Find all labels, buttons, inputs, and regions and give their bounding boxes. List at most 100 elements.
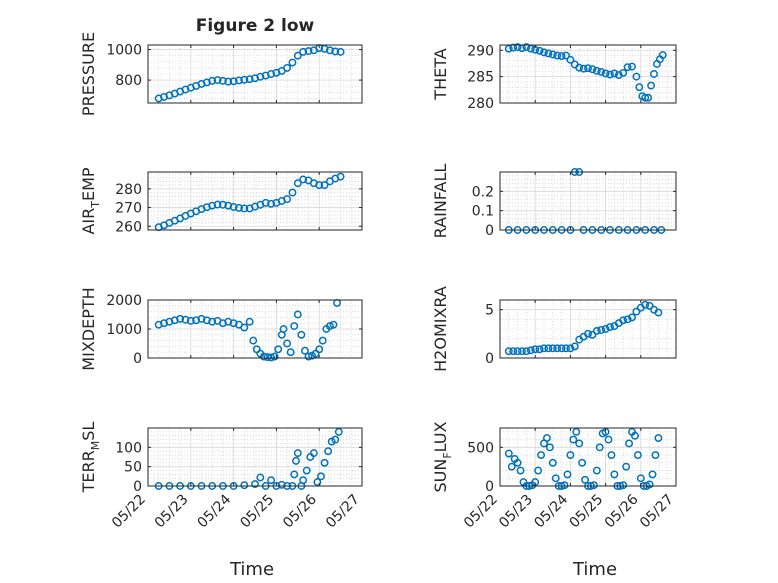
y-axis-label: SUNFLUX [431,421,454,492]
data-point [535,345,544,354]
data-point [601,325,610,333]
data-point [628,62,636,71]
data-point [299,476,308,485]
data-point [610,470,619,479]
data-point [641,93,650,102]
y-tick-label: 0 [485,223,494,239]
data-point [604,435,613,444]
data-point [315,345,324,354]
data-point [288,58,297,67]
data-point [658,51,667,59]
data-point [557,52,566,61]
data-markers [154,44,345,103]
data-point [566,344,575,353]
x-axis-label-right: Time [572,559,617,580]
data-point [270,352,279,361]
data-point [597,67,606,76]
data-point [267,476,275,485]
data-markers [504,427,663,490]
y-axis-label: MIXDEPTH [79,287,98,370]
data-point [283,195,292,204]
subplot-rainfall: 0 0.1 0.2 RAINFALL [431,164,677,239]
data-point [290,322,299,331]
data-point [297,330,306,339]
data-point [299,175,308,184]
data-point [224,77,233,86]
data-point [630,431,639,440]
data-point [507,462,516,471]
data-point [534,466,543,475]
axes-box [147,44,363,104]
data-point [540,48,548,57]
subplot-theta: 280 285 290 THETA [431,43,677,112]
y-axis-label: PRESSURE [79,32,98,116]
data-point [562,344,570,353]
data-point [509,347,518,356]
data-point [654,308,663,317]
data-point [542,434,551,443]
subplot-h2omixra: 0 5 H2OMIXRA [431,286,677,372]
data-point [324,447,333,456]
data-point [560,481,569,490]
data-point [654,434,663,443]
data-point [636,474,645,483]
data-point [267,199,275,208]
data-point [181,315,190,324]
subplot-pressure: 800 1000 PRESSURE [79,32,363,116]
data-point [614,71,623,80]
data-point [588,330,597,339]
data-point [625,439,634,448]
data-point [606,323,614,332]
data-point [240,75,249,84]
data-point [641,300,650,309]
data-point [526,346,535,355]
data-point [588,65,597,74]
data-point [540,344,548,353]
data-point [218,200,227,209]
data-point [584,64,592,73]
data-point [522,43,531,52]
figure-title: Figure 2 low [196,16,315,36]
subplot-airtemp: 260 270 280 AIRTEMP [79,167,363,235]
y-tick-label: 5 [485,303,494,319]
data-point [293,179,302,188]
data-point [290,470,299,479]
data-markers [504,300,663,356]
axes-box [499,299,677,359]
data-point [622,462,631,471]
data-point [229,77,238,86]
data-point [251,480,259,489]
data-point [584,329,592,338]
data-point [320,458,329,467]
data-point [245,75,254,84]
data-point [504,449,513,458]
data-point [570,342,579,351]
data-point [331,435,340,444]
data-point [557,344,566,353]
data-point [623,315,632,324]
data-point [650,70,658,78]
data-point [513,43,522,52]
data-point [553,51,562,60]
data-point [325,46,334,55]
data-point [563,470,572,479]
y-axis-label: TERRMSL [79,422,102,494]
data-point [516,466,525,475]
data-point [315,181,324,190]
data-point [313,478,322,487]
y-tick-label: 285 [467,70,494,86]
data-point [548,50,557,59]
y-axis-label: RAINFALL [431,164,450,239]
data-point [601,69,610,78]
y-tick-label: 2000 [106,293,142,309]
data-point [293,51,302,60]
data-point [518,347,526,356]
data-point [283,63,292,72]
data-point [592,466,601,475]
data-point [292,456,300,465]
data-point [274,345,283,354]
data-point [548,458,557,467]
data-point [513,347,522,356]
axes-box [147,427,363,487]
